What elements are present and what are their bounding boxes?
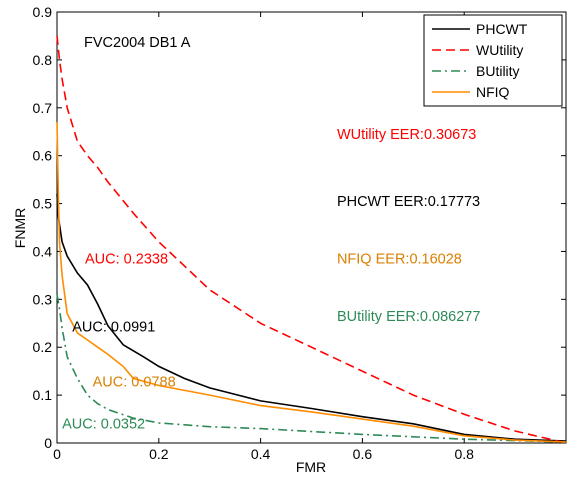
series-layer [56,35,567,444]
x-tick-label: 0.6 [353,446,373,462]
y-tick-label: 0.4 [33,243,53,259]
axis-ticks: 0 0.2 0.4 0.6 0.8 0 0.1 0.2 0.3 0.4 0.5 0.6 0.7 0.8 0.… [33,4,566,462]
legend-label-wutility: WUtility [476,42,523,58]
series-line-butility [56,294,567,443]
series-line-wutility [56,35,567,444]
chart-title: FVC2004 DB1 A [84,35,191,51]
x-tick-label: 0 [53,446,61,462]
legend-label-phcwt: PHCWT [476,21,528,37]
annotation-label: NFIQ EER:0.16028 [337,251,462,267]
legend: PHCWT WUtility BUtility NFIQ [423,14,563,107]
series-line-nfiq [56,122,567,443]
y-tick-label: 0.8 [33,52,53,68]
x-tick-label: 0.4 [251,446,271,462]
annotation-label: PHCWT EER:0.17773 [337,194,480,210]
annotation-label: AUC: 0.0788 [93,374,176,390]
annotation-label: WUtility EER:0.30673 [337,127,476,143]
annotation-label: AUC: 0.0352 [62,417,145,433]
annotation-layer: WUtility EER:0.30673 PHCWT EER:0.17773 NFI… [62,127,480,433]
annotation-label: AUC: 0.2338 [85,251,168,267]
y-tick-label: 0 [44,435,52,451]
y-tick-label: 0.3 [33,291,53,307]
y-tick-label: 0.5 [33,196,53,212]
x-tick-label: 0.2 [149,446,169,462]
y-tick-label: 0.2 [33,339,53,355]
y-tick-label: 0.7 [33,100,53,116]
annotation-label: AUC: 0.0991 [72,319,155,335]
x-axis-label: FMR [296,459,326,475]
legend-box [423,14,563,107]
annotation-label: BUtility EER:0.086277 [337,309,480,325]
legend-items: PHCWT WUtility BUtility NFIQ [432,21,528,100]
series-line-phcwt [56,193,567,442]
y-tick-label: 0.1 [33,387,53,403]
x-tick-label: 0.8 [454,446,474,462]
y-tick-label: 0.6 [33,148,53,164]
legend-label-nfiq: NFIQ [476,84,510,100]
y-axis-label: FNMR [12,208,28,248]
legend-label-butility: BUtility [476,63,520,79]
y-tick-label: 0.9 [33,4,53,20]
